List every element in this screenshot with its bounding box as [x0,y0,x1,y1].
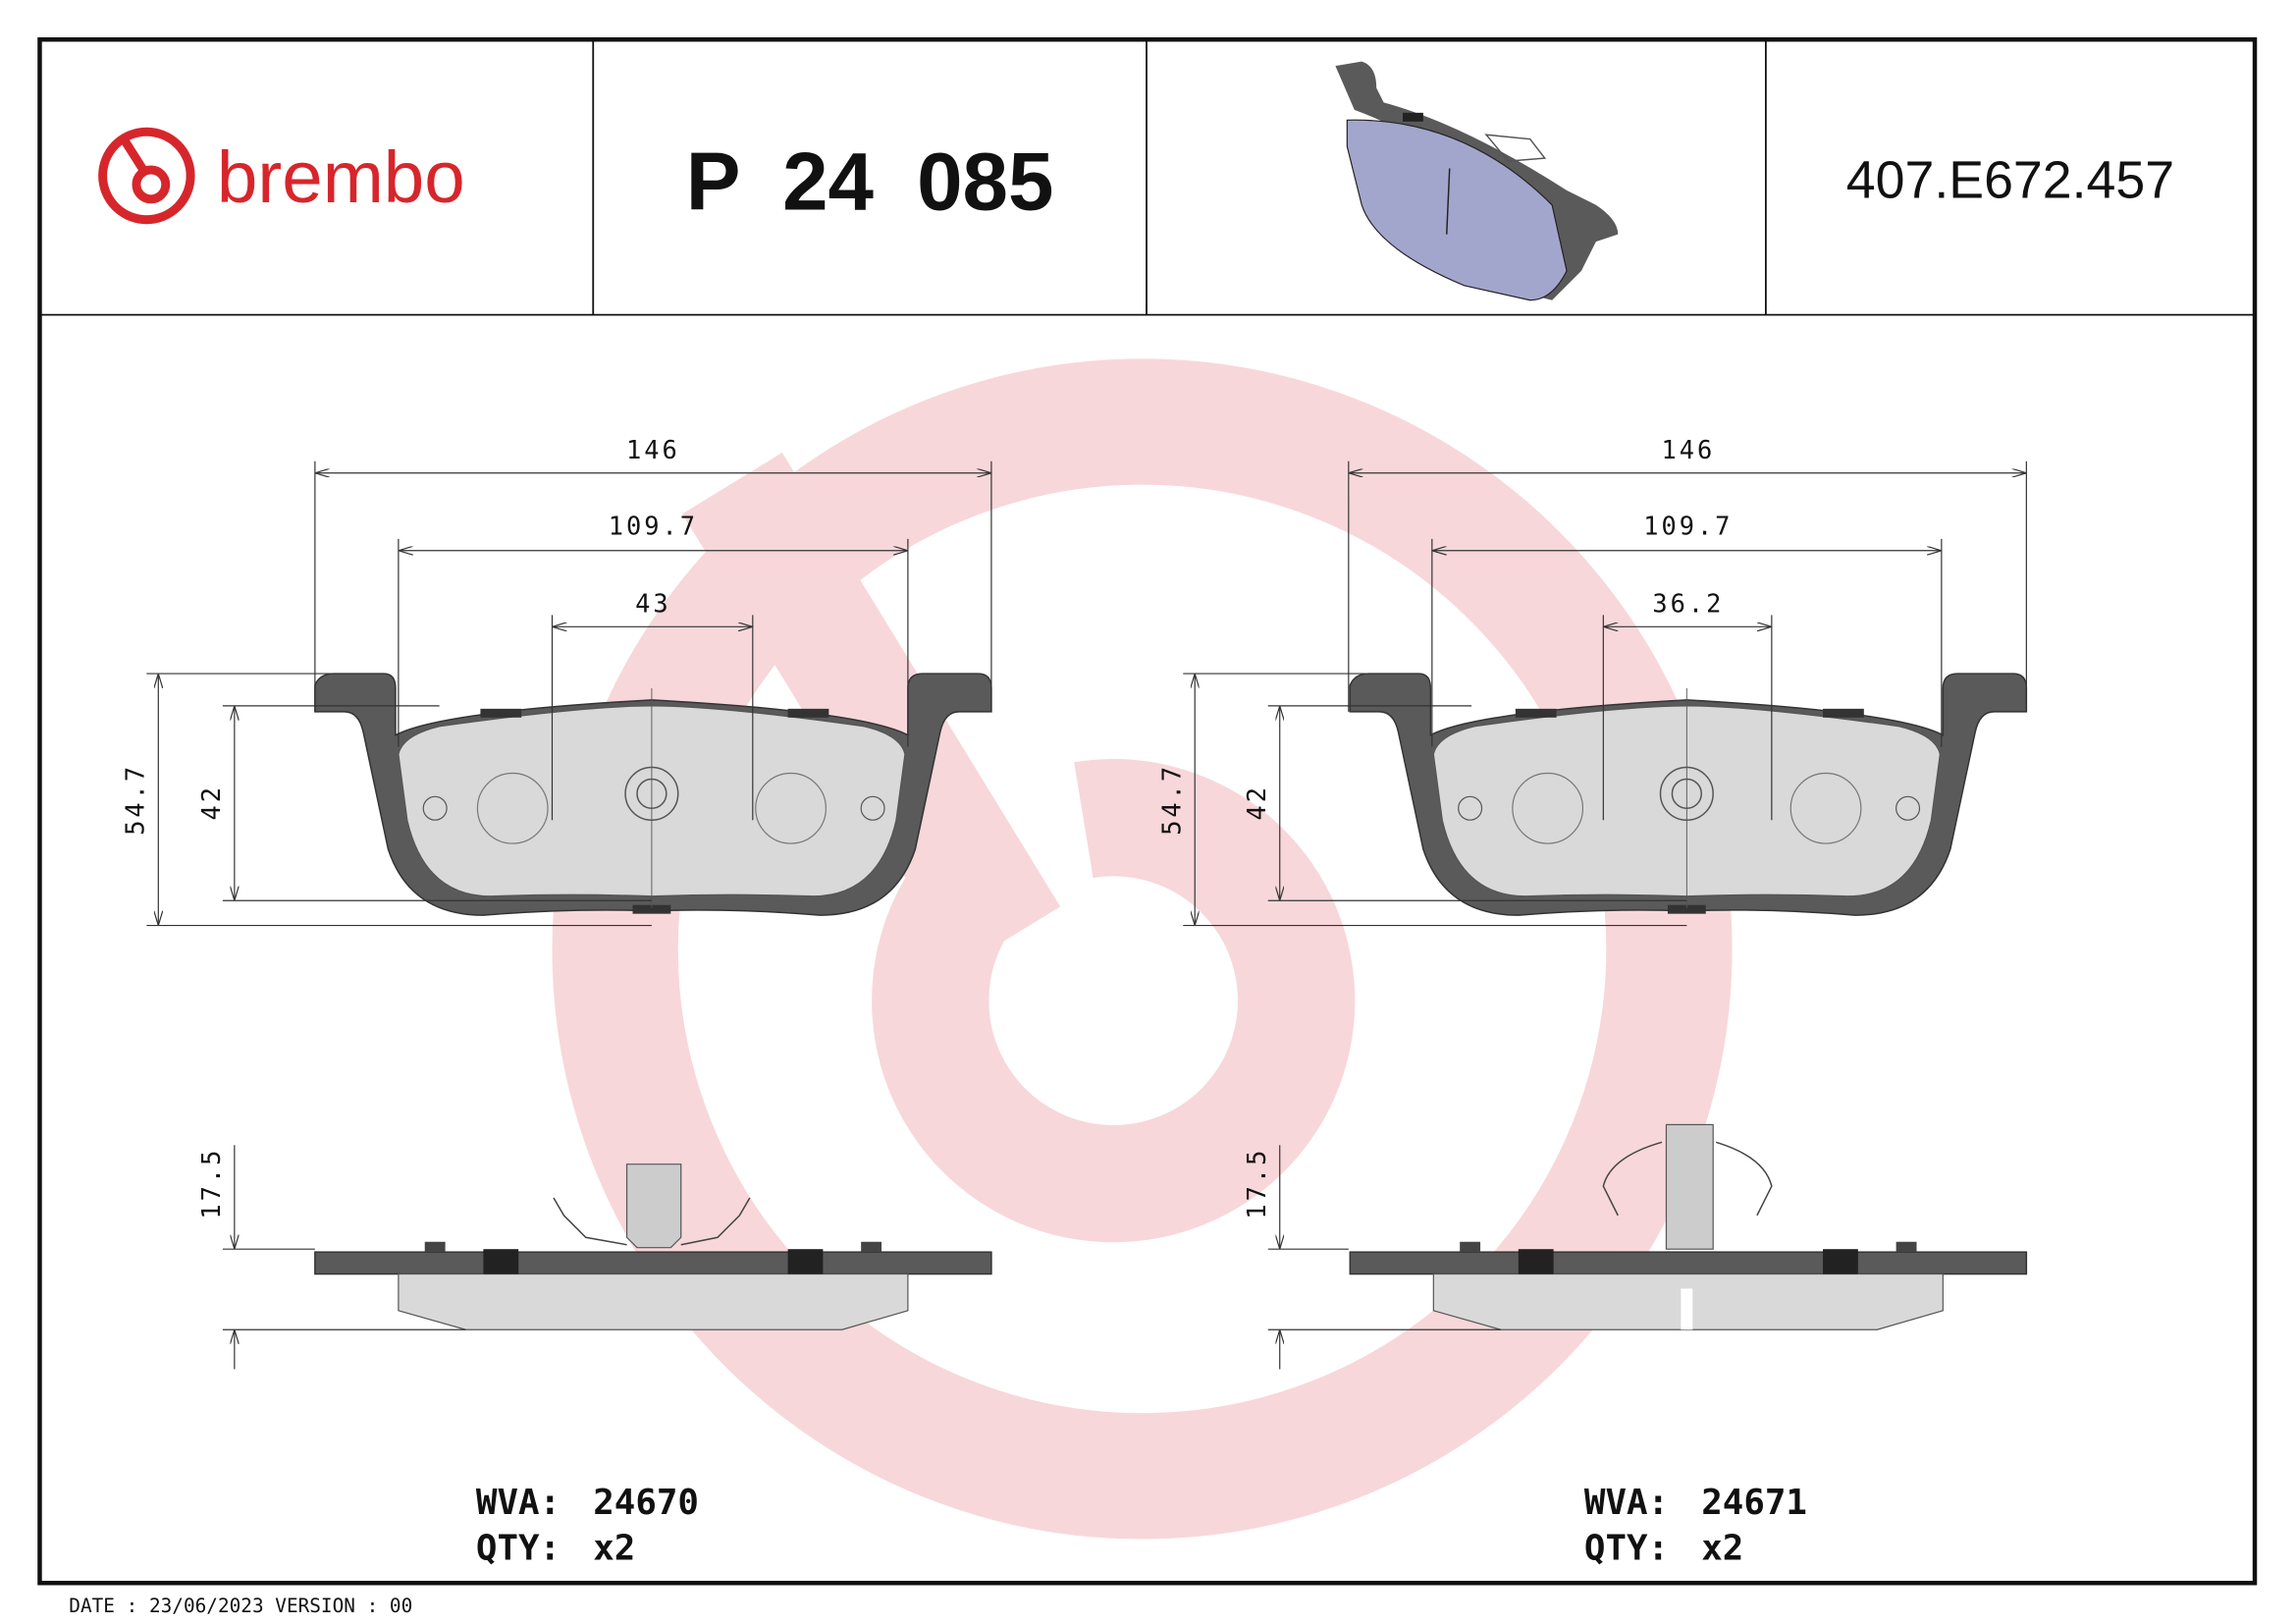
left-pad-side-view [314,1164,992,1330]
dim-width-total: 146 [626,435,680,464]
right-pad-info: WVA: 24671 QTY: x2 [1584,1483,1807,1568]
right-pad-side-view [1349,1123,2028,1330]
qty-label: QTY: [476,1528,561,1568]
part-number: P 24 085 [686,135,1054,227]
dim-width-center: 36.2 [1652,588,1724,618]
dim-height-pad: 42 [196,785,226,820]
brembo-watermark [552,358,1733,1540]
dim-width-total: 146 [1661,435,1715,464]
dim-height-total: 54.7 [1156,764,1186,836]
left-pad-info: WVA: 24670 QTY: x2 [476,1483,699,1568]
dim-height-total: 54.7 [120,764,149,836]
wva-number: 24671 [1701,1483,1807,1523]
dim-width-pad: 109.7 [1643,511,1733,540]
wva-label: WVA: [1584,1483,1669,1523]
brand-name: brembo [217,135,465,218]
dim-width-center: 43 [635,588,670,618]
dim-thickness: 17.5 [1242,1148,1271,1219]
dim-width-pad: 109.7 [609,511,698,540]
date-version: DATE : 23/06/2023 VERSION : 00 [69,1595,412,1617]
qty-value: x2 [593,1528,635,1568]
brembo-logo: brembo [98,127,465,225]
dim-thickness: 17.5 [196,1148,226,1219]
wva-number: 24670 [593,1483,699,1523]
right-pad-dimensions: 146 109.7 36.2 54.7 42 17.5 [1156,435,2027,1370]
wva-label: WVA: [476,1483,561,1523]
qty-value: x2 [1701,1528,1743,1568]
right-pad-front-view [1349,673,2028,916]
brake-pad-render [1335,61,1619,301]
qty-label: QTY: [1584,1528,1669,1568]
dim-height-pad: 42 [1242,785,1271,820]
left-pad-dimensions: 146 109.7 43 54.7 42 17.5 [120,435,992,1370]
reference-number: 407.E672.457 [1846,150,2174,209]
